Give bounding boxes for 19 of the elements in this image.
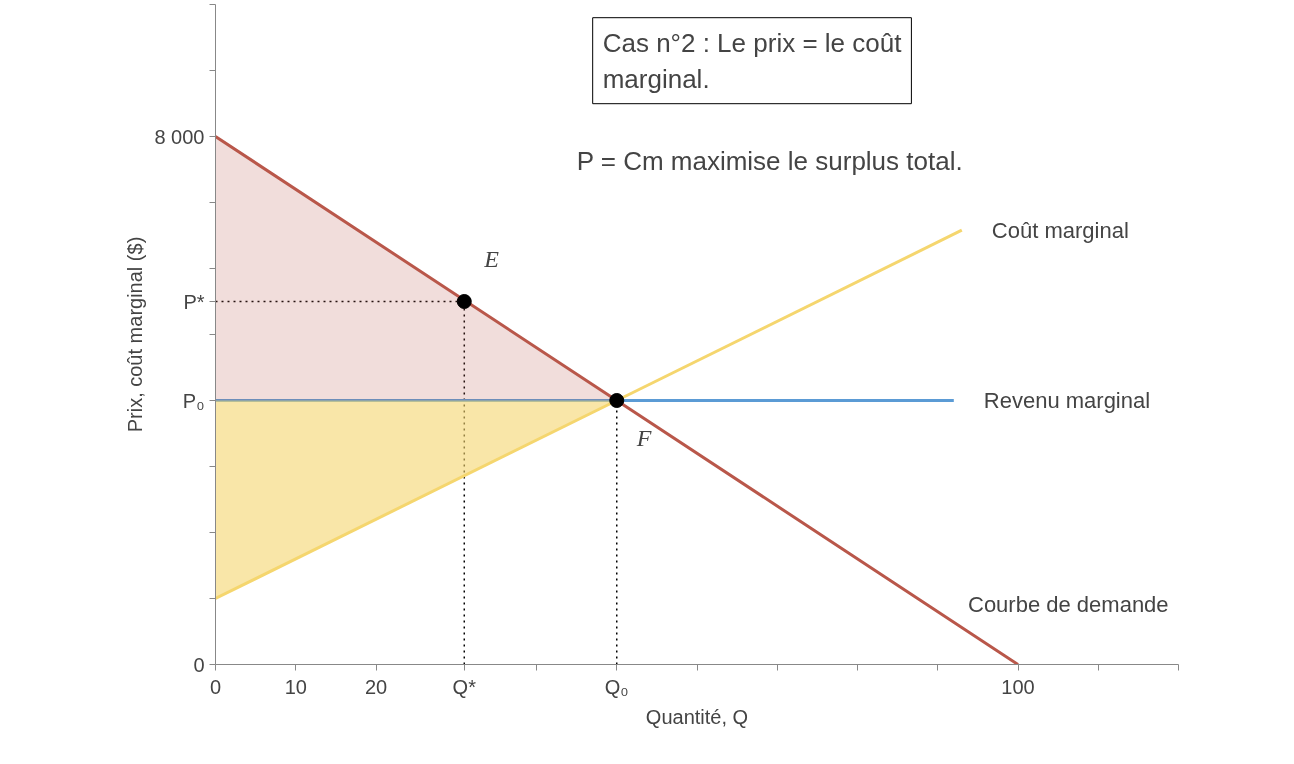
y-tick-label: P₀: [182, 389, 205, 412]
annotation: F: [635, 424, 652, 451]
series-label: Revenu marginal: [983, 388, 1151, 413]
x-tick-label: Q₀: [604, 675, 629, 698]
y-tick-label: P*: [183, 290, 205, 313]
annotation: E: [483, 245, 500, 272]
x-tick-label: 100: [1001, 675, 1035, 698]
x-axis-title: Quantité, Q: [645, 705, 749, 728]
y-tick-label: 8 000: [154, 125, 205, 148]
x-tick-label: 20: [364, 675, 388, 698]
y-tick-label: 0: [193, 653, 205, 676]
series-label: Coût marginal: [991, 217, 1129, 243]
x-tick-label: Q*: [452, 675, 477, 698]
x-tick-label: 0: [209, 675, 222, 698]
series-label: Courbe de demande: [968, 592, 1169, 617]
y-axis-title: Prix, coût marginal ($): [124, 236, 147, 433]
x-tick-label: 10: [284, 675, 307, 698]
annotation: P = Cm maximise le surplus total.: [576, 146, 963, 177]
annotation: Cas n°2 : Le prix = le coût marginal.: [602, 27, 903, 94]
